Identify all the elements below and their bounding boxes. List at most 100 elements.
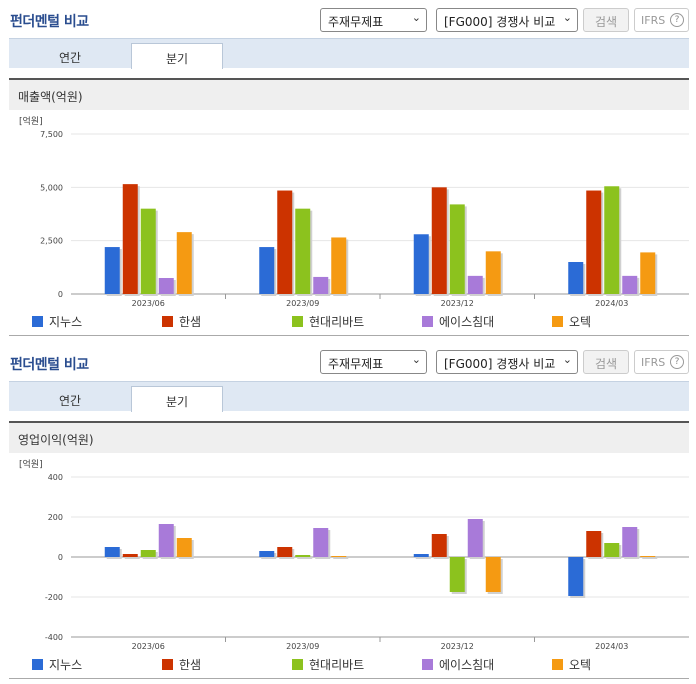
legend-label: 현대리바트 [309,658,365,672]
legend-label: 한샘 [179,658,202,672]
peer-group-select[interactable]: [FG000] 경쟁사 비교 ⌄ [436,8,578,32]
bar [586,531,602,557]
legend-item[interactable]: 한샘 [162,656,201,673]
legend-label: 현대리바트 [309,315,365,329]
chart-legend: 지누스 한샘 현대리바트 에이스침대 오텍 [9,656,689,674]
bar [313,276,329,294]
help-icon[interactable]: ? [670,355,684,369]
x-tick-label: 2023/09 [286,642,319,651]
chart-title: 영업이익(억원) [9,423,689,453]
bar [259,551,275,557]
bar [640,556,656,557]
legend-item[interactable]: 지누스 [32,656,82,673]
peer-group-select[interactable]: [FG000] 경쟁사 비교 ⌄ [436,350,578,374]
help-icon[interactable]: ? [670,13,684,27]
tab-quarterly[interactable]: 분기 [131,386,223,412]
legend-item[interactable]: 현대리바트 [292,313,364,330]
bar [122,554,138,557]
chevron-down-icon: ⌄ [562,353,572,366]
bar [431,187,447,294]
legend-label: 에이스침대 [439,658,495,672]
y-tick-label: 200 [48,513,63,522]
bar [176,232,192,294]
bar [313,528,329,557]
legend-label: 에이스침대 [439,315,495,329]
legend-item[interactable]: 한샘 [162,313,201,330]
revenue-chart: [억원] 7,500 5,000 2,500 0 2023/06 2023/09 2023/1… [19,115,689,308]
bar [277,547,293,557]
peer-group-value: [FG000] 경쟁사 비교 [444,357,556,371]
period-tabs: 연간 분기 [9,38,689,69]
ifrs-button[interactable]: IFRS ? [634,8,689,32]
y-tick-label: 5,000 [40,183,63,192]
section-title: 펀더멘털 비교 [10,357,89,373]
legend-item[interactable]: 에이스침대 [422,656,494,673]
bar [568,262,584,294]
bar [140,208,156,294]
legend-item[interactable]: 지누스 [32,313,82,330]
x-tick-label: 2023/12 [441,299,474,308]
y-unit-label: [억원] [19,115,43,127]
period-tabs: 연간 분기 [9,381,689,412]
legend-item[interactable]: 오텍 [552,656,591,673]
x-tick-label: 2023/12 [441,642,474,651]
legend-item[interactable]: 현대리바트 [292,656,364,673]
chart-title: 매출액(억원) [9,80,689,110]
bar [640,252,656,294]
y-tick-label: -200 [45,593,63,602]
bar [449,204,465,294]
legend-swatch [422,316,433,327]
bar [104,247,120,294]
chevron-down-icon: ⌄ [562,11,572,24]
bar [485,557,501,592]
legend-item[interactable]: 에이스침대 [422,313,494,330]
statement-type-select[interactable]: 주재무제표 ⌄ [320,8,427,32]
bar [604,186,620,294]
bar [122,184,138,294]
bar [467,275,483,294]
statement-type-value: 주재무제표 [328,357,384,371]
legend-swatch [292,316,303,327]
search-button[interactable]: 검색 [583,8,629,32]
legend-swatch [422,659,433,670]
bar-shadow [415,556,431,559]
statement-type-value: 주재무제표 [328,15,384,29]
fundamental-section-1: 펀더멘털 비교 주재무제표 ⌄ [FG000] 경쟁사 비교 ⌄ 검색 IFRS… [0,0,696,336]
bar [467,519,483,557]
legend-item[interactable]: 오텍 [552,313,591,330]
bar [331,237,347,294]
tab-annual[interactable]: 연간 [58,394,82,408]
y-unit-label: [억원] [19,458,43,470]
bar [295,555,311,557]
x-tick-label: 2024/03 [595,642,628,651]
statement-type-select[interactable]: 주재무제표 ⌄ [320,350,427,374]
bar [431,534,447,557]
ifrs-label: IFRS [641,14,666,27]
fundamental-section-2: 펀더멘털 비교 주재무제표 ⌄ [FG000] 경쟁사 비교 ⌄ 검색 IFRS… [0,343,696,679]
y-tick-label: 0 [58,553,63,562]
y-tick-label: 2,500 [40,237,63,246]
bar-shadow [333,558,349,559]
operating-profit-chart-box: 영업이익(억원) [억원] 400 200 0 -200 -400 2023/06 2023/… [9,421,689,679]
legend-swatch [552,316,563,327]
bar [176,538,192,557]
bar-shadow [297,557,313,559]
section-header: 펀더멘털 비교 주재무제표 ⌄ [FG000] 경쟁사 비교 ⌄ 검색 IFRS… [0,0,696,38]
bar [158,278,174,294]
tab-quarterly[interactable]: 분기 [131,43,223,69]
bar [104,547,120,557]
tab-annual[interactable]: 연간 [58,51,82,65]
bar [604,543,620,557]
legend-swatch [292,659,303,670]
bar [622,275,638,294]
legend-swatch [32,316,43,327]
y-tick-label: 7,500 [40,130,63,139]
legend-label: 오텍 [569,315,592,329]
legend-label: 오텍 [569,658,592,672]
x-tick-label: 2023/06 [132,642,165,651]
legend-label: 지누스 [49,315,83,329]
bar [295,208,311,294]
bar [586,190,602,294]
ifrs-button[interactable]: IFRS ? [634,350,689,374]
search-button[interactable]: 검색 [583,350,629,374]
